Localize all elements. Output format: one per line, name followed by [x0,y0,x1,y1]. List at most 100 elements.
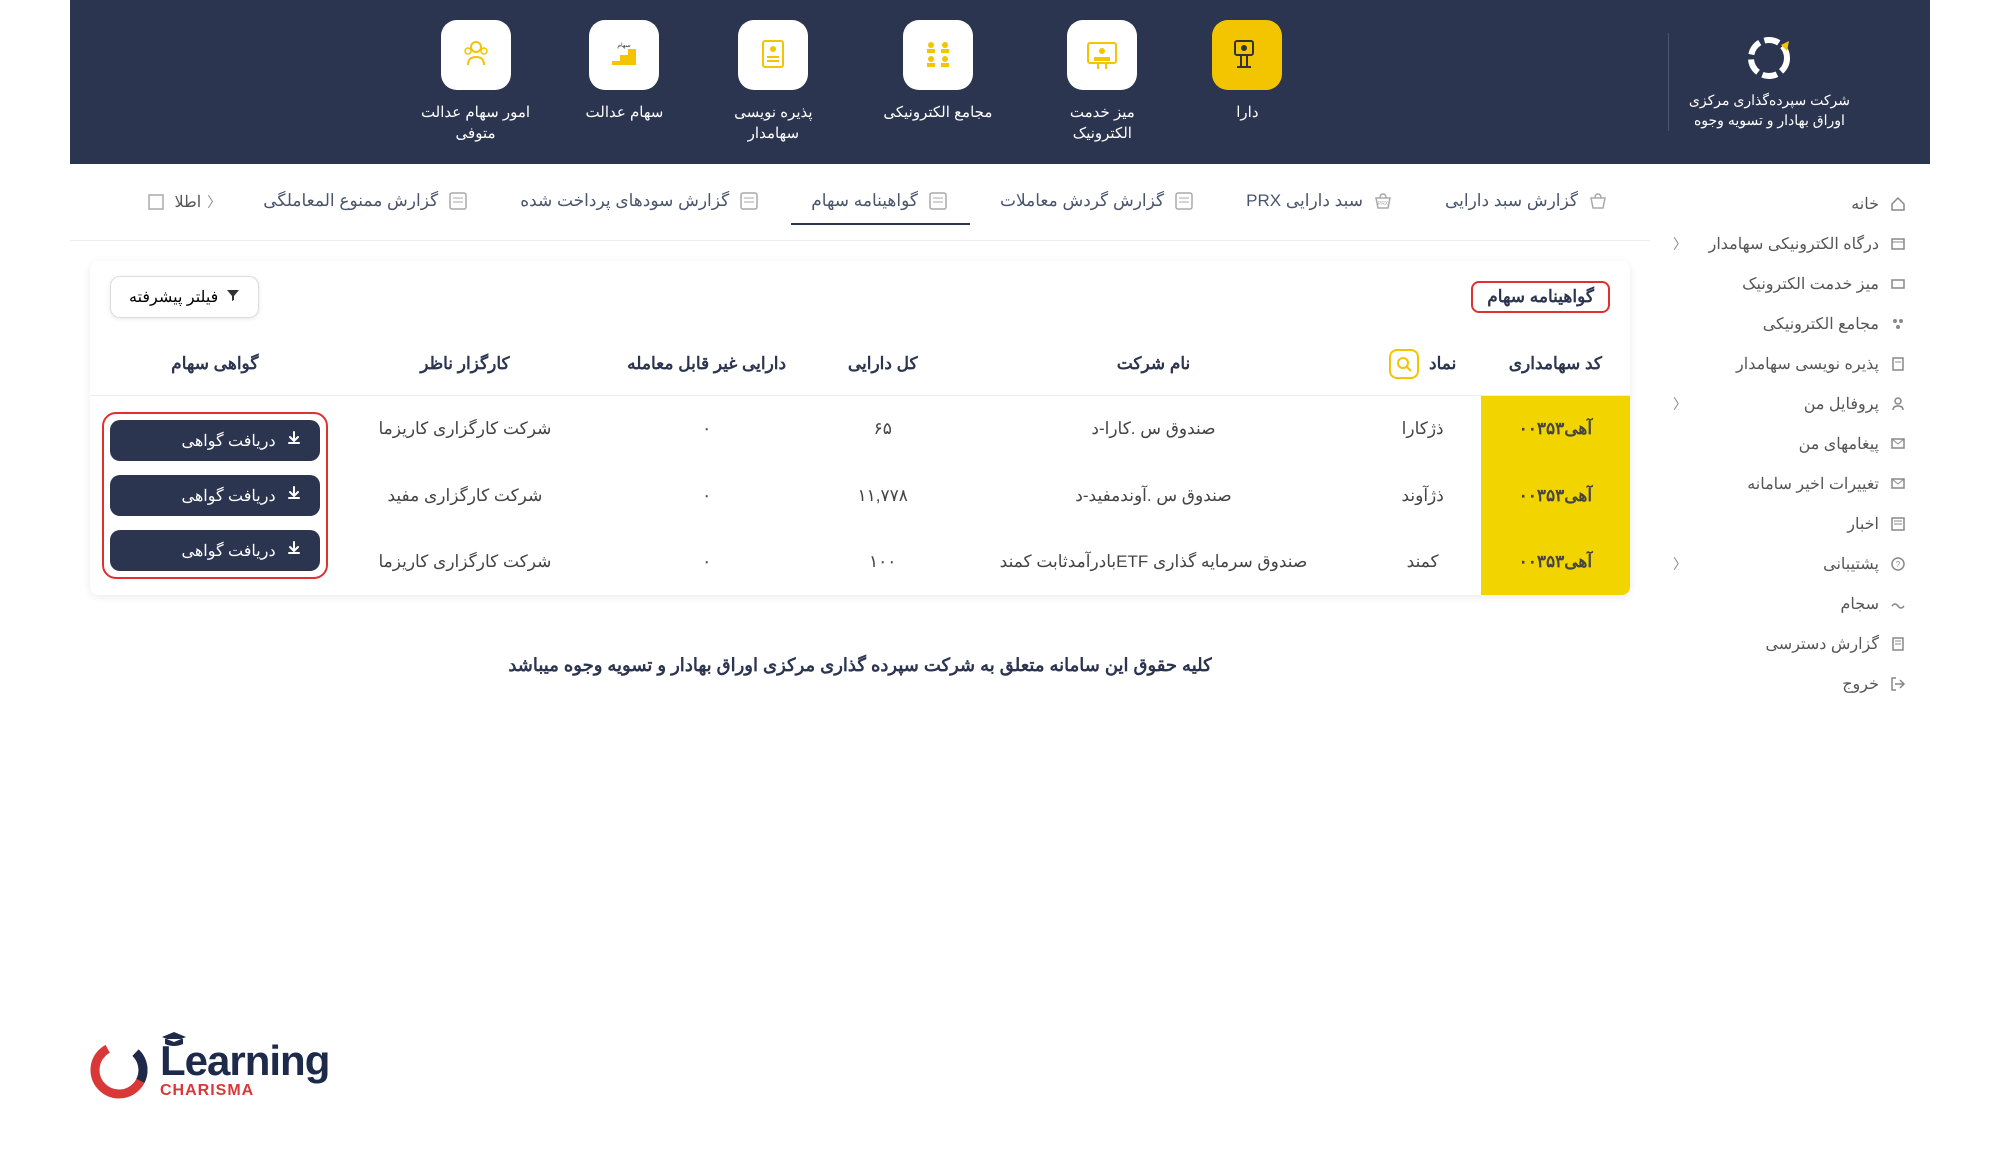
chevron-left-icon: 〈 [1673,554,1687,574]
brand-logo: Learning CHARISMA [90,1040,329,1100]
panel-head: گواهینامه سهام فیلتر پیشرفته [90,261,1630,333]
th-nontradable: دارایی غیر قابل معامله [590,333,823,396]
brand-charisma-text: CHARISMA [160,1082,329,1100]
assembly-icon [1889,315,1907,333]
tab-icon [926,189,950,213]
chevron-left-icon: 〈 [207,192,221,212]
cell-company: صندوق س .کارا-د [942,396,1364,463]
news-icon [1889,515,1907,533]
sidebar-item-label: تغییرات اخیر سامانه [1747,474,1879,494]
tile-icon [903,20,973,90]
download-cert-button[interactable]: دریافت گواهی [110,420,320,461]
symbol-search-button[interactable] [1389,349,1419,379]
header-tile-5[interactable]: امور سهام عدالت متوفی [416,20,536,144]
tab-2[interactable]: گزارش گردش معاملات [980,179,1216,225]
tab-4[interactable]: گزارش سودهای پرداخت شده [500,179,781,225]
download-buttons-highlight: دریافت گواهی دریافت گواهی دریافت گواهی [102,412,328,579]
changes-icon [1889,475,1907,493]
tabs-more-button[interactable]: 〈 اطلا [132,182,233,222]
tab-icon [737,189,761,213]
header-band: شرکت سپرده‌گذاری مرکزی اوراق بهادار و تس… [70,0,1930,164]
sidebar-item-label: پذیره نویسی سهامدار [1736,354,1879,374]
cell-symbol: ذژکارا [1365,396,1481,463]
download-icon [286,485,302,506]
tab-label: گزارش سبد دارایی [1445,191,1578,211]
th-broker: کارگزار ناظر [340,333,591,396]
sidebar-item-news[interactable]: اخبار [1665,504,1915,544]
main-layout: خانه درگاه الکترونیکی سهامدار 〈 میز خدمت… [70,164,1930,724]
cell-nontradable: ۰ [590,529,823,595]
sidebar-item-desk[interactable]: میز خدمت الکترونیک [1665,264,1915,304]
tile-icon: سهام [589,20,659,90]
cell-symbol: ذژآوند [1365,462,1481,528]
sidebar-item-logout[interactable]: خروج [1665,664,1915,704]
tile-label: پذیره نویسی سهامدار [713,102,833,144]
tab-icon [1172,189,1196,213]
sidebar-item-profile[interactable]: پروفایل من 〈 [1665,384,1915,424]
header-tile-0[interactable]: دارا [1212,20,1282,144]
sidebar-item-label: مجامع الکترونیکی [1763,314,1879,334]
tab-icon [446,189,470,213]
cell-company: صندوق س .آوندمفید-د [942,462,1364,528]
cell-total: ۶۵ [823,396,942,463]
tab-icon [1586,189,1610,213]
certificate-panel: گواهینامه سهام فیلتر پیشرفته کد سهامداری [90,261,1630,595]
tab-5[interactable]: گزارش ممنوع المعاملگی [243,179,490,225]
download-cert-button[interactable]: دریافت گواهی [110,475,320,516]
sidebar-item-label: میز خدمت الکترونیک [1742,274,1879,294]
header-tile-1[interactable]: میز خدمت الکترونیک [1042,20,1162,144]
support-icon: ? [1889,555,1907,573]
tab-label: سبد دارایی PRX [1246,191,1363,211]
tab-3[interactable]: گواهینامه سهام [791,179,970,225]
sidebar-item-messages[interactable]: پیغامهای من [1665,424,1915,464]
sejam-icon [1889,595,1907,613]
logout-icon [1889,675,1907,693]
sidebar-item-subscription[interactable]: پذیره نویسی سهامدار [1665,344,1915,384]
tile-label: دارا [1236,102,1258,123]
tile-icon [1212,20,1282,90]
sidebar-item-access[interactable]: گزارش دسترسی [1665,624,1915,664]
tab-0[interactable]: گزارش سبد دارایی [1425,179,1630,225]
sidebar-item-assembly[interactable]: مجامع الکترونیکی [1665,304,1915,344]
portal-icon [1889,235,1907,253]
sidebar-item-home[interactable]: خانه [1665,184,1915,224]
table-header-row: کد سهامداری نماد نام شرکت کل دارایی دار [90,333,1630,396]
th-symbol-label: نماد [1429,354,1456,374]
sidebar-item-label: پروفایل من [1804,394,1879,414]
cell-nontradable: ۰ [590,396,823,463]
tile-icon [1067,20,1137,90]
table-row: آهی۰۰۳۵۳ ذژکارا صندوق س .کارا-د ۶۵ ۰ شرک… [90,396,1630,463]
tabs-more-label: اطلا [174,192,201,212]
tab-1[interactable]: PRX سبد دارایی PRX [1226,179,1415,225]
footer-text: کلیه حقوق این سامانه متعلق به شرکت سپرده… [70,615,1650,706]
sidebar-item-label: درگاه الکترونیکی سهامدار [1709,234,1879,254]
sidebar: خانه درگاه الکترونیکی سهامدار 〈 میز خدمت… [1650,164,1930,724]
header-tile-2[interactable]: مجامع الکترونیکی [883,20,992,144]
cell-code: آهی۰۰۳۵۳ [1481,396,1630,463]
brand-learning-text: Learning [160,1040,329,1082]
panel-title: گواهینامه سهام [1487,287,1594,306]
cell-code: آهی۰۰۳۵۳ [1481,529,1630,595]
chevron-left-icon: 〈 [1673,234,1687,254]
charisma-circle-icon [90,1041,148,1099]
sidebar-item-portal[interactable]: درگاه الکترونیکی سهامدار 〈 [1665,224,1915,264]
cell-broker: شرکت کارگزاری کاریزما [340,529,591,595]
sidebar-item-label: سجام [1840,594,1879,614]
download-cert-button[interactable]: دریافت گواهی [110,530,320,571]
tab-label: گواهینامه سهام [811,191,918,211]
th-total: کل دارایی [823,333,942,396]
sidebar-item-support[interactable]: ? پشتیبانی 〈 [1665,544,1915,584]
svg-text:PRX: PRX [1378,201,1389,207]
th-code: کد سهامداری [1481,333,1630,396]
tile-label: سهام عدالت [586,102,664,123]
sidebar-item-changes[interactable]: تغییرات اخیر سامانه [1665,464,1915,504]
th-symbol: نماد [1365,333,1481,396]
header-tile-4[interactable]: سهام سهام عدالت [586,20,664,144]
advanced-filter-button[interactable]: فیلتر پیشرفته [110,276,259,318]
subscription-icon [1889,355,1907,373]
logo-text-line1: شرکت سپرده‌گذاری مرکزی [1689,91,1850,111]
search-icon [1396,356,1412,372]
header-tile-3[interactable]: پذیره نویسی سهامدار [713,20,833,144]
graduation-cap-icon [162,1032,186,1048]
sidebar-item-sejam[interactable]: سجام [1665,584,1915,624]
